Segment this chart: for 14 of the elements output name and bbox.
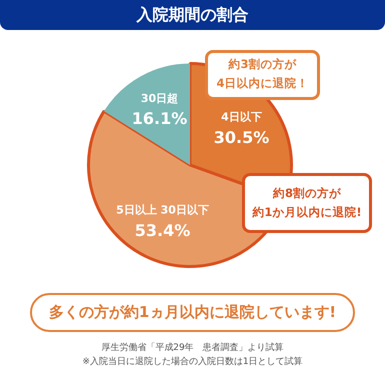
data-label: 30.5% bbox=[214, 128, 270, 147]
slice-label: 4日以下 bbox=[221, 110, 262, 124]
data-label: 53.4% bbox=[134, 220, 190, 240]
text: 約1か月以内に退院! bbox=[251, 204, 363, 221]
text: 約3割の方が bbox=[227, 56, 298, 73]
text: ※入院当日に退院した場合の入院日数は1日として試算 bbox=[81, 356, 304, 367]
chart-title: 入院期間の割合 bbox=[0, 0, 385, 30]
text: 4日以内に退院！ bbox=[215, 75, 310, 92]
data-label: 16.1% bbox=[132, 109, 188, 128]
slice-label: 5日以上 30日以下 bbox=[116, 203, 209, 216]
text: 多くの方が約1ヵ月以内に退院しています! bbox=[30, 293, 355, 332]
text: 厚生労働省「平成29年 患者調査」より試算 bbox=[100, 342, 285, 354]
text: 約8割の方が bbox=[272, 185, 342, 202]
slice-label: 30日超 bbox=[140, 92, 178, 105]
